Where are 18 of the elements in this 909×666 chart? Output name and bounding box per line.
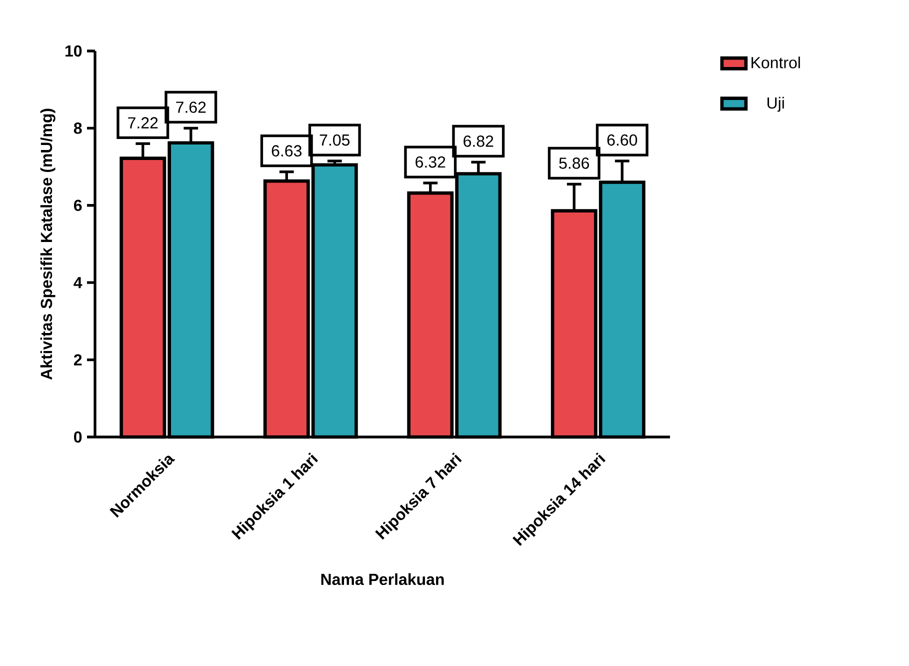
legend-label: Kontrol bbox=[752, 56, 800, 68]
data-label: 5.86 bbox=[559, 158, 589, 169]
data-label: 6.63 bbox=[272, 145, 302, 156]
y-tick-label: 8 bbox=[74, 122, 82, 134]
y-tick-label: 10 bbox=[66, 45, 82, 57]
data-label: 7.22 bbox=[128, 117, 158, 128]
data-label: 7.62 bbox=[176, 102, 206, 113]
x-axis-title: Nama Perlakuan bbox=[321, 573, 444, 586]
y-axis-title: Aktivitas Spesifik Katalase (mU/mg) bbox=[40, 108, 56, 380]
data-label: 6.82 bbox=[464, 136, 494, 147]
legend-label: Uji bbox=[768, 96, 784, 112]
y-tick-label: 2 bbox=[74, 354, 82, 366]
data-label: 6.60 bbox=[607, 134, 638, 146]
y-tick-label: 6 bbox=[74, 200, 82, 212]
y-tick-label: 0 bbox=[74, 431, 82, 443]
data-label: 6.32 bbox=[416, 156, 446, 168]
data-label: 7.05 bbox=[320, 134, 350, 146]
y-tick-label: 4 bbox=[74, 277, 82, 288]
